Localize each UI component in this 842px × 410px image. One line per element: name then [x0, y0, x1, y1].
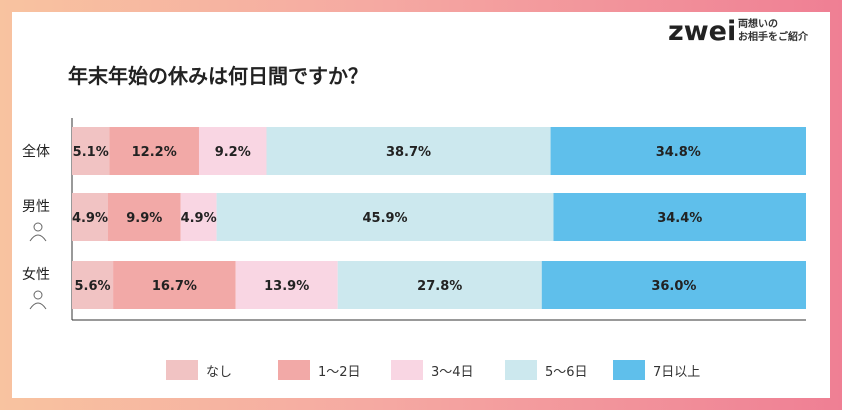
category-label: 全体: [22, 143, 50, 160]
data-label: 9.2%: [215, 145, 251, 160]
bar-segment: [72, 193, 108, 241]
bar-segment: [541, 261, 806, 309]
icon-body: [29, 234, 47, 242]
chart-title: 年末年始の休みは何日間ですか？: [68, 64, 368, 88]
bar-segment: [337, 261, 542, 309]
bar-segment: [113, 261, 236, 309]
bar-segment: [180, 193, 217, 241]
icon-head: [33, 290, 43, 300]
data-label: 16.7%: [152, 279, 197, 294]
data-label: 4.9%: [72, 211, 108, 226]
legend-label: 7日以上: [653, 365, 701, 380]
legend-swatch: [391, 360, 423, 380]
data-label: 5.1%: [73, 145, 109, 160]
data-label: 36.0%: [651, 279, 696, 294]
bar-segment: [107, 193, 181, 241]
logo-tagline-line1: 両想いの: [738, 19, 778, 30]
bar-segment: [72, 127, 110, 175]
legend-swatch: [166, 360, 198, 380]
legend-label: なし: [206, 365, 233, 380]
bar-segment: [109, 127, 199, 175]
bar-segment: [266, 127, 551, 175]
woman-icon: [29, 290, 47, 310]
bar-segment: [72, 261, 114, 309]
legend-label: 5～6日: [545, 365, 588, 380]
bar-segment: [216, 193, 554, 241]
data-label: 4.9%: [181, 211, 217, 226]
zwei-logo-mark: zwei: [668, 16, 734, 46]
legend-label: 3～4日: [431, 365, 474, 380]
logo-tagline-line2: お相手をご紹介: [738, 32, 808, 43]
data-label: 27.8%: [417, 279, 462, 294]
bar-segment: [553, 193, 806, 241]
data-label: 5.6%: [75, 279, 111, 294]
data-label: 38.7%: [386, 145, 431, 160]
legend-swatch: [278, 360, 310, 380]
category-label: 女性: [22, 266, 50, 283]
legend-label: 1～2日: [318, 365, 361, 380]
icon-body: [29, 302, 47, 310]
category-label: 男性: [22, 199, 50, 215]
logo-tagline: 両想いの お相手をご紹介: [738, 18, 842, 44]
bar-segment: [198, 127, 267, 175]
data-label: 34.4%: [657, 211, 702, 226]
data-label: 34.8%: [656, 145, 701, 160]
bar-segment: [235, 261, 338, 309]
legend-swatch: [613, 360, 645, 380]
stacked-bar-chart: 全体 5.1% 12.2% 9.2% 38.7% 34.8% 男性 4.9% 9.9% 4.9% 4…: [22, 118, 806, 321]
logo-wordmark: zwei: [668, 16, 734, 46]
icon-head: [33, 222, 43, 232]
legend-swatch: [505, 360, 537, 380]
data-label: 12.2%: [132, 145, 177, 160]
bar-segment: [550, 127, 806, 175]
data-label: 13.9%: [264, 279, 309, 294]
data-label: 9.9%: [126, 211, 162, 226]
chart-legend: なし 1～2日 3～4日 5～6日 7日以上: [0, 360, 842, 380]
data-label: 45.9%: [362, 211, 407, 226]
man-icon: [29, 222, 47, 242]
